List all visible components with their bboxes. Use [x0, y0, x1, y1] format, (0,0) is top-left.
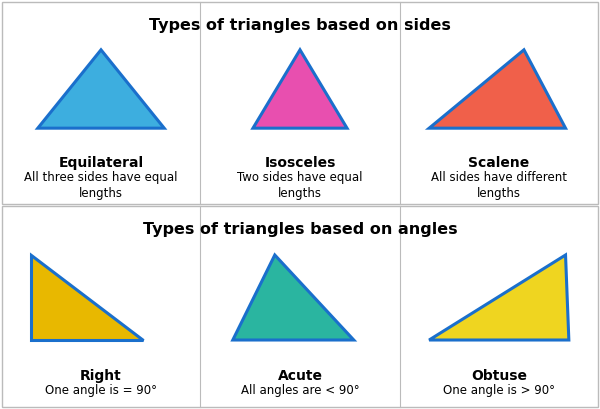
Text: Isosceles: Isosceles [265, 156, 335, 170]
Text: Types of triangles based on sides: Types of triangles based on sides [149, 18, 451, 33]
Polygon shape [38, 50, 164, 128]
Polygon shape [233, 255, 354, 340]
Bar [2, 2, 598, 204]
Text: Equilateral: Equilateral [58, 156, 143, 170]
Text: All three sides have equal
lengths: All three sides have equal lengths [24, 171, 178, 200]
Polygon shape [253, 50, 347, 128]
Text: Scalene: Scalene [469, 156, 530, 170]
Text: Obtuse: Obtuse [471, 369, 527, 383]
Text: All sides have different
lengths: All sides have different lengths [431, 171, 567, 200]
Polygon shape [31, 255, 143, 340]
Bar [2, 206, 598, 407]
Text: Acute: Acute [277, 369, 323, 383]
Text: Right: Right [80, 369, 122, 383]
Polygon shape [429, 255, 569, 340]
Text: Types of triangles based on angles: Types of triangles based on angles [143, 222, 457, 237]
Text: Two sides have equal
lengths: Two sides have equal lengths [237, 171, 363, 200]
Text: One angle is > 90°: One angle is > 90° [443, 384, 555, 397]
Polygon shape [429, 50, 566, 128]
Text: One angle is = 90°: One angle is = 90° [45, 384, 157, 397]
Text: All angles are < 90°: All angles are < 90° [241, 384, 359, 397]
